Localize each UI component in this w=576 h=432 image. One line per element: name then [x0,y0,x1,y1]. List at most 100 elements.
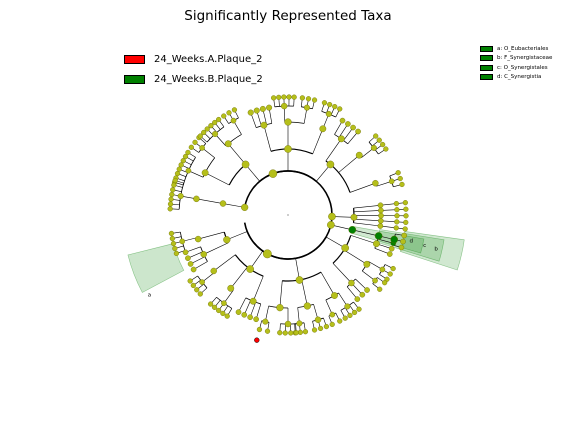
taxon-node [207,301,214,307]
taxon-node [378,218,384,224]
taxon-node [241,312,248,318]
taxon-node [249,297,257,305]
clade-legend-item: b: F_Synergistaceae [480,54,552,64]
clade-highlight-letter: c [423,243,426,249]
taxon-node [268,169,278,178]
taxon-node [390,265,396,272]
legend-label: 24_Weeks.A.Plaque_2 [154,53,263,65]
clade-legend-item: a: O_Eubacteriales [480,44,552,54]
taxon-node [200,251,207,258]
taxon-node [344,303,351,310]
taxon-node [319,125,327,133]
taxon-node [317,325,324,332]
taxon-node [326,160,335,169]
clade-branch [222,203,245,208]
taxon-node [351,309,358,316]
clade-arc [259,170,317,182]
legend-item-group-a: 24_Weeks.A.Plaque_2 [124,51,263,67]
legend-swatch [124,74,145,84]
taxon-node [227,284,235,292]
taxon-node [388,245,395,252]
taxon-node [377,286,383,292]
clade-branch [338,154,360,173]
taxon-node [235,309,242,315]
clade-legend-item: c: O_Synergistales [480,63,552,73]
taxon-node [247,314,253,321]
taxon-node [253,107,260,114]
taxon-node [253,316,259,323]
taxon-node [179,238,186,245]
taxon-node [402,200,408,206]
taxon-node [393,225,399,231]
taxon-node [247,109,254,116]
taxon-node [378,212,384,219]
taxon-node [402,226,408,232]
clade-arc [270,148,313,155]
taxon-node [332,104,338,110]
clade-branch [252,276,264,302]
taxon-node [325,110,332,117]
taxon-node [241,203,249,211]
taxon-node [284,145,292,153]
taxon-node [401,232,408,239]
taxon-node [331,292,338,299]
taxon-node [187,261,194,267]
clade-branch [353,218,381,222]
taxon-node [171,182,177,188]
taxon-node [354,296,361,302]
taxon-node [188,144,194,150]
taxon-node [192,139,198,145]
clade-label: d: C_Synergistia [497,74,542,81]
taxon-node [387,271,393,277]
taxon-node [194,287,200,293]
taxon-node [372,277,378,284]
clade-highlight-letter: a [148,293,151,299]
taxon-node [293,330,299,336]
taxon-node [208,123,214,129]
taxon-node [212,130,219,137]
taxon-node [395,170,401,176]
taxon-node [295,276,304,284]
legend-item-group-b: 24_Weeks.B.Plaque_2 [124,71,263,87]
figure-title: Significantly Represented Taxa [184,8,392,24]
taxon-node [403,206,409,212]
taxon-node [321,100,328,106]
taxon-node [212,119,218,126]
taxon-node [220,310,226,316]
clade-swatch [480,74,493,81]
clade-label: b: F_Synergistaceae [497,55,553,62]
taxon-node [271,95,277,101]
taxon-node [221,113,227,119]
clade-label: a: O_Eubacteriales [497,45,549,52]
clade-branch [205,172,230,186]
taxon-node [280,102,288,110]
taxon-node [398,244,405,251]
clade-swatch [480,64,493,71]
taxon-node [185,167,192,174]
taxon-node [299,95,305,101]
taxon-node [223,236,231,244]
taxon-node [281,94,287,100]
taxon-node [342,315,348,321]
taxon-node [167,206,173,212]
taxon-node [172,245,178,252]
taxon-node [374,232,383,240]
taxon-node [394,207,400,213]
taxon-node [190,266,197,273]
taxon-node [370,144,377,151]
clade-branch [332,263,352,284]
taxon-node [170,187,176,193]
taxon-node [231,107,238,113]
taxon-node [347,312,353,319]
clade-branch [203,242,229,255]
taxon-node [377,223,384,229]
clade-highlight-letter: b [434,247,438,253]
taxon-node [276,304,284,312]
taxon-node [259,105,266,112]
clade-arc [246,231,327,260]
taxon-node [246,265,254,273]
taxon-node [383,146,389,152]
clade-branch [353,222,381,227]
clade-branch [343,249,368,265]
taxon-node [380,141,386,148]
